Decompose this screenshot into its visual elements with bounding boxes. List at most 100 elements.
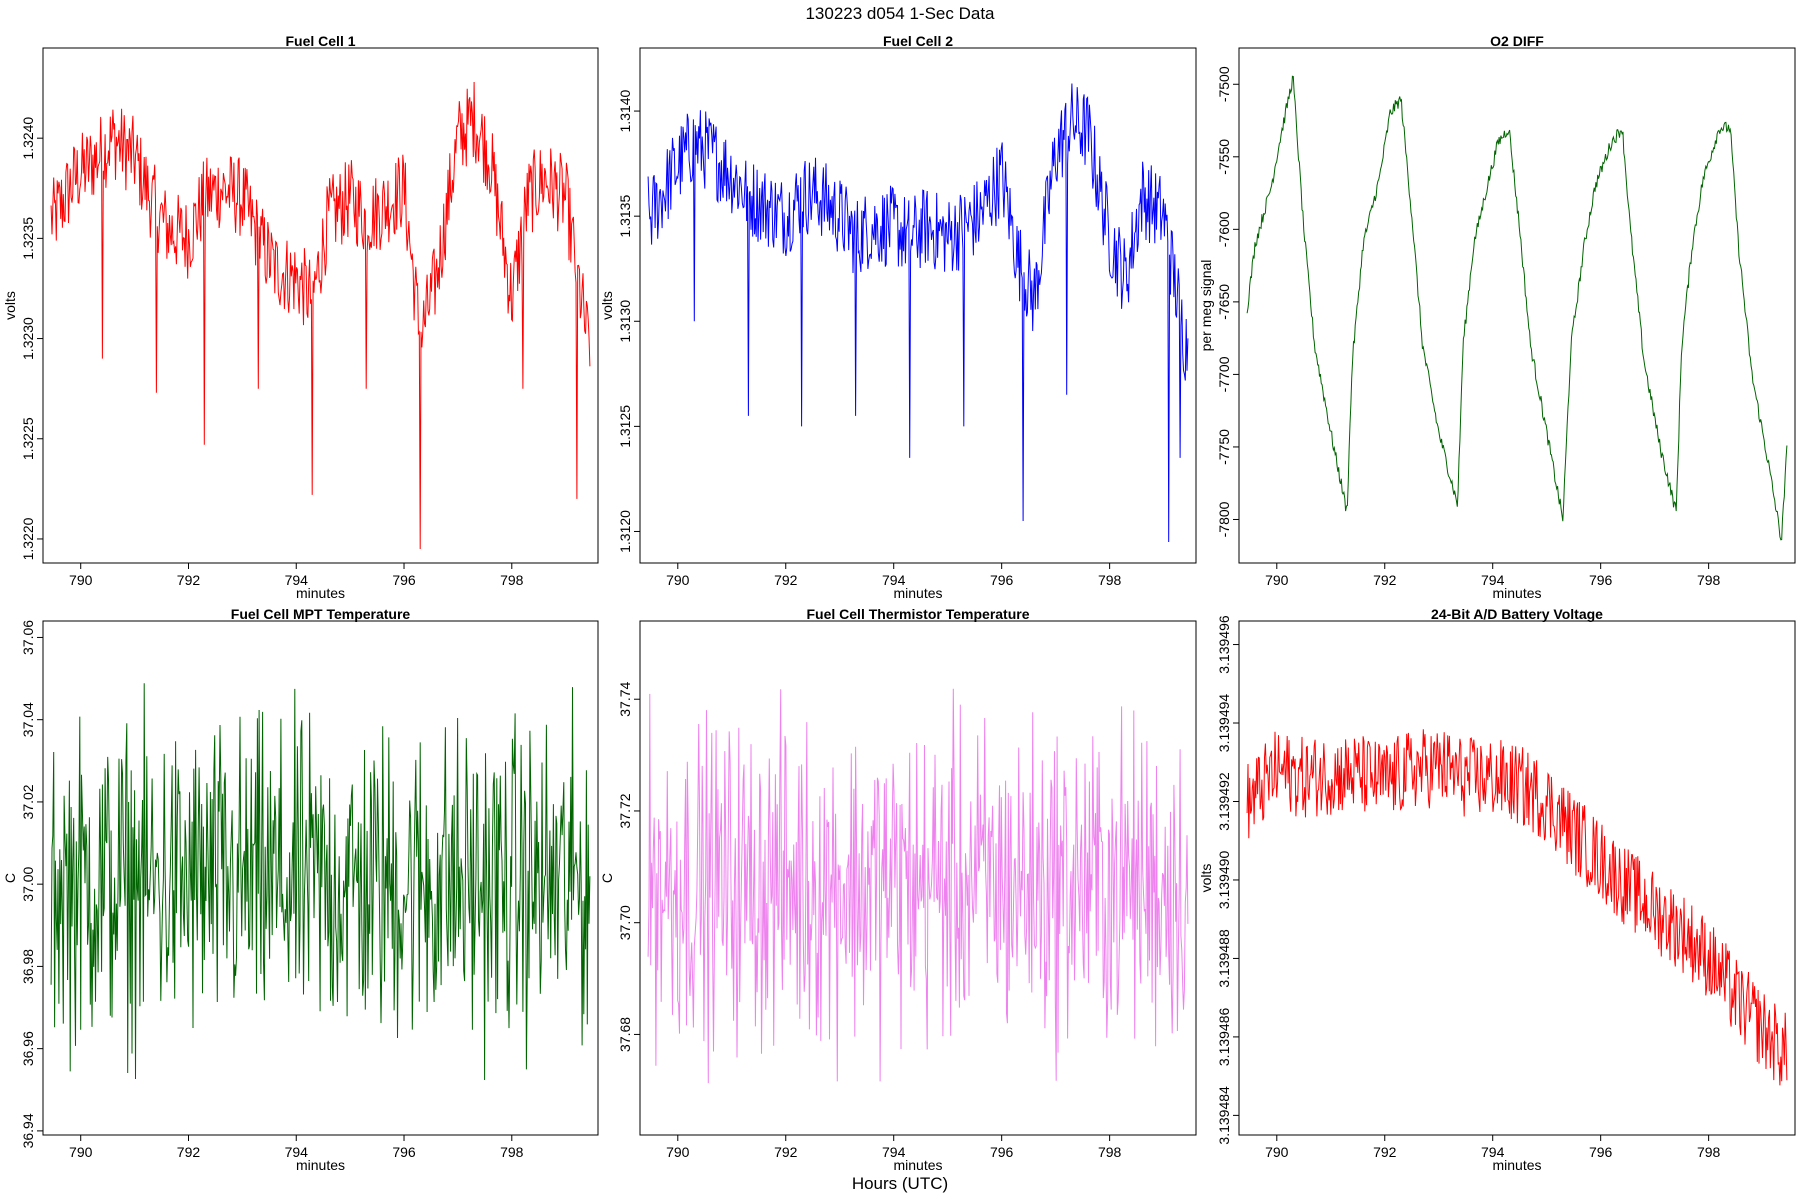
series-line: [647, 83, 1189, 543]
x-tick-label: 796: [392, 1144, 416, 1160]
x-tick-label: 796: [990, 572, 1014, 588]
y-tick-label: 1.3220: [20, 517, 36, 560]
x-axis-label: minutes: [1492, 585, 1541, 601]
y-tick-label: 3.139496: [1216, 615, 1232, 674]
y-axis-label: C: [2, 873, 18, 883]
y-tick-label: -7600: [1216, 211, 1232, 247]
x-axis-label: minutes: [893, 1157, 942, 1173]
x-tick-label: 796: [1589, 572, 1613, 588]
y-tick-label: -7650: [1216, 284, 1232, 320]
plot-frame: [1238, 620, 1796, 1136]
y-tick-label: 3.139488: [1216, 929, 1232, 988]
y-tick-label: 1.3230: [20, 317, 36, 360]
y-tick-label: -7750: [1216, 429, 1232, 465]
panel-title: Fuel Cell 2: [883, 33, 953, 49]
x-tick-label: 790: [69, 1144, 93, 1160]
y-tick-label: 1.3140: [617, 89, 633, 132]
y-tick-label: -7550: [1216, 139, 1232, 175]
x-tick-label: 798: [500, 1144, 524, 1160]
y-tick-label: 1.3240: [20, 117, 36, 160]
x-tick-label: 790: [1265, 1144, 1289, 1160]
x-tick-label: 796: [1589, 1144, 1613, 1160]
y-tick-label: 36.94: [20, 1113, 36, 1148]
x-tick-label: 792: [774, 572, 798, 588]
panel-title: O2 DIFF: [1490, 33, 1544, 49]
x-tick-label: 798: [500, 572, 524, 588]
y-tick-label: 1.3120: [617, 510, 633, 553]
x-tick-label: 790: [666, 1144, 690, 1160]
panel-title: Fuel Cell Thermistor Temperature: [806, 606, 1029, 622]
plot-frame: [639, 47, 1197, 564]
x-axis-label: minutes: [296, 1157, 345, 1173]
y-tick-label: 36.98: [20, 949, 36, 984]
y-tick-label: 1.3225: [20, 417, 36, 460]
x-tick-label: 798: [1098, 572, 1122, 588]
y-tick-label: 37.02: [20, 784, 36, 819]
x-tick-label: 794: [882, 572, 906, 588]
series-line: [50, 81, 591, 550]
series-line: [1246, 729, 1788, 1086]
y-tick-label: 3.139494: [1216, 694, 1232, 753]
y-tick-label: 1.3125: [617, 405, 633, 448]
x-tick-label: 794: [882, 1144, 906, 1160]
x-tick-label: 798: [1697, 572, 1721, 588]
y-tick-label: 3.139486: [1216, 1008, 1232, 1067]
x-tick-label: 792: [1373, 1144, 1397, 1160]
x-tick-label: 794: [1481, 572, 1505, 588]
x-tick-label: 792: [177, 572, 201, 588]
x-tick-label: 796: [392, 572, 416, 588]
y-tick-label: 3.139490: [1216, 851, 1232, 910]
x-tick-label: 798: [1098, 1144, 1122, 1160]
y-tick-label: 37.68: [617, 1017, 633, 1052]
y-tick-label: 37.70: [617, 905, 633, 940]
x-tick-label: 792: [774, 1144, 798, 1160]
panel-3: O2 DIFF 790 792 794 796 798 minutes -7800 -7750 -…: [1198, 33, 1796, 601]
panel-title: Fuel Cell 1: [285, 33, 355, 49]
x-tick-label: 794: [285, 572, 309, 588]
panel-5: Fuel Cell Thermistor Temperature 790 792 79…: [599, 606, 1197, 1173]
x-axis-label: minutes: [893, 585, 942, 601]
x-tick-label: 794: [285, 1144, 309, 1160]
y-tick-label: 36.96: [20, 1031, 36, 1066]
x-tick-label: 790: [69, 572, 93, 588]
y-tick-label: 3.139484: [1216, 1086, 1232, 1145]
series-line: [50, 683, 591, 1081]
plot-frame: [42, 620, 599, 1136]
figure-bottom-label: Hours (UTC): [852, 1174, 948, 1193]
y-tick-label: 37.06: [20, 620, 36, 655]
y-tick-label: -7500: [1216, 66, 1232, 102]
panel-title: 24-Bit A/D Battery Voltage: [1431, 606, 1603, 622]
panel-2: Fuel Cell 2 790 792 794 796 798 minutes 1.3120 1…: [599, 33, 1197, 601]
y-tick-label: 37.74: [617, 681, 633, 716]
y-tick-label: 1.3135: [617, 195, 633, 238]
y-axis-label: volts: [599, 291, 615, 320]
y-tick-label: 37.00: [20, 866, 36, 901]
y-axis-label: volts: [2, 291, 18, 320]
y-tick-label: 1.3130: [617, 300, 633, 343]
y-tick-label: -7700: [1216, 356, 1232, 392]
x-tick-label: 794: [1481, 1144, 1505, 1160]
figure-title: 130223 d054 1-Sec Data: [805, 4, 995, 23]
panel-grid: Fuel Cell 1 790 792 794 796 798 minutes 1.3220 1…: [2, 33, 1796, 1173]
panel-4: Fuel Cell MPT Temperature 790 792 794 796 798…: [2, 606, 599, 1173]
panel-1: Fuel Cell 1 790 792 794 796 798 minutes 1.3220 1…: [2, 33, 599, 601]
y-tick-label: 1.3235: [20, 217, 36, 260]
x-axis-label: minutes: [1492, 1157, 1541, 1173]
x-tick-label: 792: [177, 1144, 201, 1160]
x-tick-label: 790: [666, 572, 690, 588]
x-axis-label: minutes: [296, 585, 345, 601]
x-tick-label: 792: [1373, 572, 1397, 588]
y-axis-label: per meg signal: [1198, 260, 1214, 352]
plot-frame: [42, 47, 599, 564]
series-line: [1246, 75, 1788, 541]
panel-title: Fuel Cell MPT Temperature: [231, 606, 411, 622]
x-tick-label: 798: [1697, 1144, 1721, 1160]
series-line: [647, 688, 1189, 1084]
x-tick-label: 796: [990, 1144, 1014, 1160]
y-tick-label: 37.04: [20, 702, 36, 737]
y-tick-label: -7800: [1216, 501, 1232, 537]
y-axis-label: volts: [1198, 864, 1214, 893]
y-tick-label: 3.139492: [1216, 772, 1232, 831]
plot-frame: [1238, 47, 1796, 564]
